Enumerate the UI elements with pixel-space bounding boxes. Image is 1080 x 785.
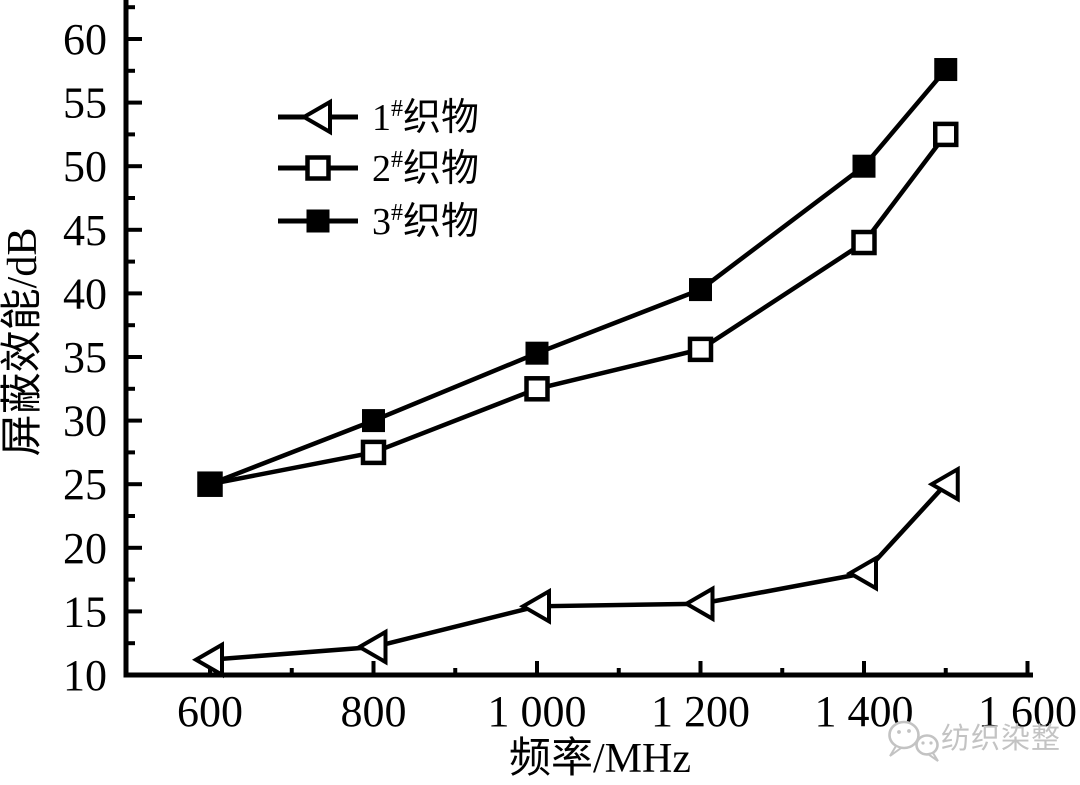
x-axis-title: 频率/MHz <box>509 735 691 782</box>
watermark-text: 纺织染整 <box>941 722 1061 755</box>
y-tick-label: 45 <box>63 206 107 255</box>
series-line-3 <box>209 68 948 487</box>
wechat-icon <box>888 720 939 762</box>
data-point-open-square <box>524 376 550 402</box>
y-tick-label: 55 <box>63 79 107 128</box>
data-point-triangle <box>299 98 332 136</box>
data-point-triangle <box>682 585 715 623</box>
data-point-filled-square <box>934 58 958 82</box>
data-point-open-square <box>360 439 387 466</box>
data-point-open-square <box>687 336 714 363</box>
x-tick-label: 600 <box>177 687 243 736</box>
data-point-filled-square <box>198 472 222 496</box>
data-point-open-square <box>305 155 331 181</box>
x-tick-label: 1 000 <box>488 687 587 736</box>
eye <box>921 741 925 745</box>
y-tick-label: 40 <box>63 269 107 318</box>
y-tick-label: 20 <box>63 524 107 573</box>
data-point-filled-square <box>306 209 330 233</box>
y-tick-label: 60 <box>63 15 107 64</box>
data-point-triangle <box>927 465 960 503</box>
bubble-large-tail <box>889 744 904 757</box>
series-line-1 <box>209 482 948 662</box>
y-tick-label: 25 <box>63 460 107 509</box>
data-point-triangle <box>518 587 551 625</box>
legend-label-3: 3#织物 <box>372 200 479 243</box>
data-point-triangle <box>191 641 224 679</box>
series-line-2 <box>209 133 948 487</box>
data-point-filled-square <box>525 341 549 365</box>
y-tick-label: 50 <box>63 142 107 191</box>
series-1 <box>191 465 960 679</box>
data-point-open-square <box>851 229 877 256</box>
y-axis-title: 屏蔽效能/dB <box>0 228 46 457</box>
x-tick-label: 1 200 <box>651 687 750 736</box>
legend: 1#织物 2#织物 3#织物 <box>278 96 479 243</box>
legend-label-1: 1#织物 <box>372 96 479 139</box>
legend-item-3: 3#织物 <box>278 200 479 243</box>
series-2 <box>197 121 959 497</box>
y-tick-label: 35 <box>63 333 107 382</box>
y-tick-label: 15 <box>63 587 107 636</box>
series-3 <box>198 58 958 496</box>
data-point-triangle <box>355 628 388 666</box>
bubble-large <box>888 720 920 750</box>
legend-label-2: 2#织物 <box>372 147 479 190</box>
x-tick-label: 800 <box>341 687 407 736</box>
eye <box>907 729 911 733</box>
legend-item-2: 2#织物 <box>278 147 479 190</box>
data-point-triangle <box>845 554 878 592</box>
bubble-small <box>915 734 939 756</box>
data-point-open-square <box>933 121 959 148</box>
data-point-filled-square <box>689 278 712 302</box>
legend-item-1: 1#织物 <box>278 96 479 139</box>
watermark: 纺织染整 <box>888 720 1061 762</box>
y-tick-label: 10 <box>63 651 107 700</box>
data-point-filled-square <box>362 409 385 433</box>
x-tick-label: 1 600 <box>978 687 1077 736</box>
y-tick-label: 30 <box>63 397 107 446</box>
bubble-small-tail <box>925 751 939 762</box>
eye <box>929 741 933 745</box>
eye <box>897 730 901 734</box>
data-point-filled-square <box>852 154 876 178</box>
